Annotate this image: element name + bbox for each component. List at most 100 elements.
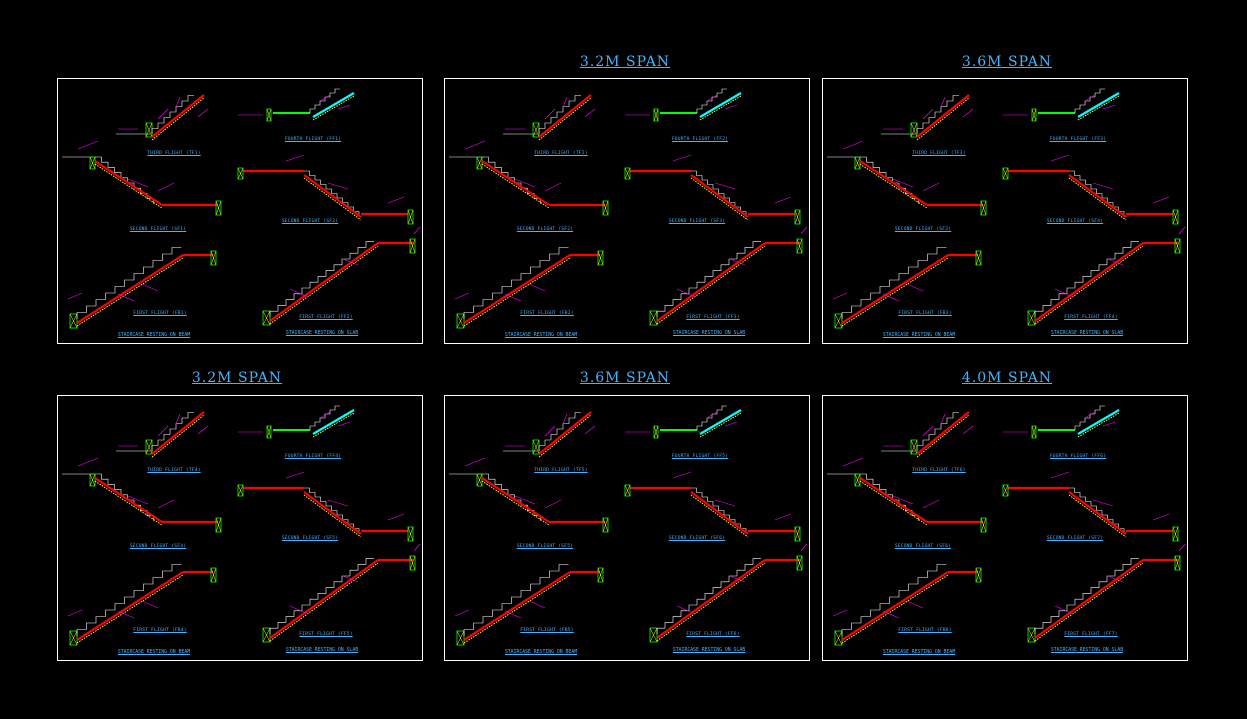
support-cross bbox=[854, 156, 861, 170]
slab-hatch bbox=[699, 412, 742, 438]
dimension-line bbox=[714, 499, 736, 507]
support-beam bbox=[597, 567, 604, 583]
support-beam bbox=[624, 484, 631, 497]
drawing-sheet[interactable]: THIRD FLIGHT (TF2) FOURTH FLIGHT (FF2) SEC… bbox=[444, 78, 810, 344]
support-cross bbox=[597, 567, 604, 583]
waist-slab bbox=[269, 242, 379, 322]
support-beam bbox=[69, 630, 78, 646]
dimension-line bbox=[729, 575, 746, 583]
first-flight-label: FIRST FLIGHT (FB5) bbox=[520, 628, 574, 633]
support-beam bbox=[796, 555, 803, 571]
first-flight-b-diagram bbox=[1027, 543, 1186, 643]
caption-resting-on-beam: STAIRCASE RESTING ON BEAM bbox=[117, 333, 191, 338]
stair-steps bbox=[463, 247, 569, 319]
drawing-sheet[interactable]: THIRD FLIGHT (TF6) FOURTH FLIGHT (FF6) SEC… bbox=[822, 395, 1188, 661]
caption-resting-on-slab: STAIRCASE RESTING ON SLAB bbox=[285, 331, 359, 336]
dimension-line bbox=[141, 283, 159, 292]
stair-steps bbox=[656, 558, 761, 634]
second-flight-diagram bbox=[449, 140, 609, 216]
support-cross bbox=[145, 439, 153, 455]
dimension-line bbox=[157, 499, 175, 509]
support-beam bbox=[266, 108, 272, 122]
drawing-sheet[interactable]: THIRD FLIGHT (TF1) FOURTH FLIGHT (FF1) SEC… bbox=[57, 78, 423, 344]
dimension-line bbox=[1152, 513, 1170, 521]
stair-steps bbox=[841, 247, 947, 319]
drawing-sheet[interactable]: THIRD FLIGHT (TF5) FOURTH FLIGHT (FF5) SEC… bbox=[444, 395, 810, 661]
dimension-line bbox=[584, 108, 596, 118]
dimension-line bbox=[544, 499, 562, 509]
stair-steps bbox=[841, 564, 947, 636]
staircase-drawing bbox=[62, 88, 421, 329]
drawing-sheet[interactable]: THIRD FLIGHT (TF3) FOURTH FLIGHT (FF3) SEC… bbox=[822, 78, 1188, 344]
support-cross bbox=[532, 122, 540, 138]
waist-slab bbox=[690, 491, 749, 535]
slab-hatch bbox=[690, 494, 749, 538]
support-beam bbox=[1174, 238, 1181, 254]
support-cross bbox=[1002, 167, 1009, 180]
dimension-line bbox=[67, 292, 83, 300]
support-cross bbox=[597, 250, 604, 266]
support-beam bbox=[1027, 627, 1036, 643]
dimension-line bbox=[892, 495, 914, 505]
support-cross bbox=[456, 630, 465, 646]
first-flight-b-label: FIRST FLIGHT (FF4) bbox=[1064, 315, 1118, 320]
support-beam bbox=[89, 156, 96, 170]
support-cross bbox=[980, 200, 987, 216]
first-flight-label: FIRST FLIGHT (FB2) bbox=[520, 311, 574, 316]
slab-hatch bbox=[699, 95, 742, 121]
support-beam bbox=[602, 200, 609, 216]
third-flight-diagram bbox=[881, 411, 974, 458]
fourth-flight-label: FOURTH FLIGHT (FF5) bbox=[671, 454, 729, 459]
support-cross bbox=[262, 627, 271, 643]
support-cross bbox=[910, 439, 918, 455]
support-cross bbox=[210, 567, 217, 583]
slab-hatch bbox=[1077, 95, 1120, 121]
dimension-line bbox=[157, 182, 175, 192]
dimension-line bbox=[327, 182, 349, 190]
support-cross bbox=[975, 250, 982, 266]
dimension-line bbox=[528, 600, 546, 609]
support-cross bbox=[1172, 526, 1179, 542]
drawing-sheet[interactable]: THIRD FLIGHT (TF4) FOURTH FLIGHT (FF4) SEC… bbox=[57, 395, 423, 661]
dimension-line bbox=[197, 425, 209, 435]
waist-slab bbox=[690, 174, 749, 218]
stair-steps bbox=[482, 156, 541, 204]
dimension-line bbox=[940, 96, 946, 108]
support-beam bbox=[89, 473, 96, 487]
dimension-line bbox=[584, 425, 596, 435]
dimension-line bbox=[157, 108, 169, 120]
support-cross bbox=[653, 425, 659, 439]
first-flight-b-diagram bbox=[649, 543, 808, 643]
waist-slab bbox=[269, 559, 379, 639]
support-beam bbox=[409, 555, 416, 571]
sheet-title-4: 3.6M SPAN bbox=[579, 370, 671, 386]
stair-steps bbox=[309, 88, 340, 113]
support-cross bbox=[476, 156, 483, 170]
slab-hatch bbox=[481, 480, 550, 526]
dimension-line bbox=[1050, 154, 1070, 162]
support-cross bbox=[1172, 209, 1179, 225]
slab-hatch bbox=[1034, 245, 1144, 325]
caption-resting-on-beam: STAIRCASE RESTING ON BEAM bbox=[117, 650, 191, 655]
support-cross bbox=[1031, 108, 1037, 122]
dimension-line bbox=[454, 609, 470, 617]
support-beam bbox=[834, 313, 843, 329]
dimension-line bbox=[117, 610, 135, 619]
waist-slab bbox=[1068, 491, 1127, 535]
third-flight-diagram bbox=[116, 94, 209, 141]
support-beam bbox=[975, 250, 982, 266]
support-cross bbox=[409, 555, 416, 571]
dimension-line bbox=[832, 292, 848, 300]
stair-steps bbox=[304, 170, 360, 216]
slab-hatch bbox=[151, 97, 205, 141]
support-beam bbox=[1031, 108, 1037, 122]
support-beam bbox=[476, 156, 483, 170]
fourth-flight-label: FOURTH FLIGHT (FF4) bbox=[284, 454, 342, 459]
first-flight-diagram bbox=[67, 564, 217, 646]
support-beam bbox=[796, 238, 803, 254]
dimension-line bbox=[774, 196, 792, 204]
slab-hatch bbox=[76, 257, 184, 327]
dimension-line bbox=[157, 425, 169, 437]
support-beam bbox=[1002, 167, 1009, 180]
support-beam bbox=[980, 200, 987, 216]
